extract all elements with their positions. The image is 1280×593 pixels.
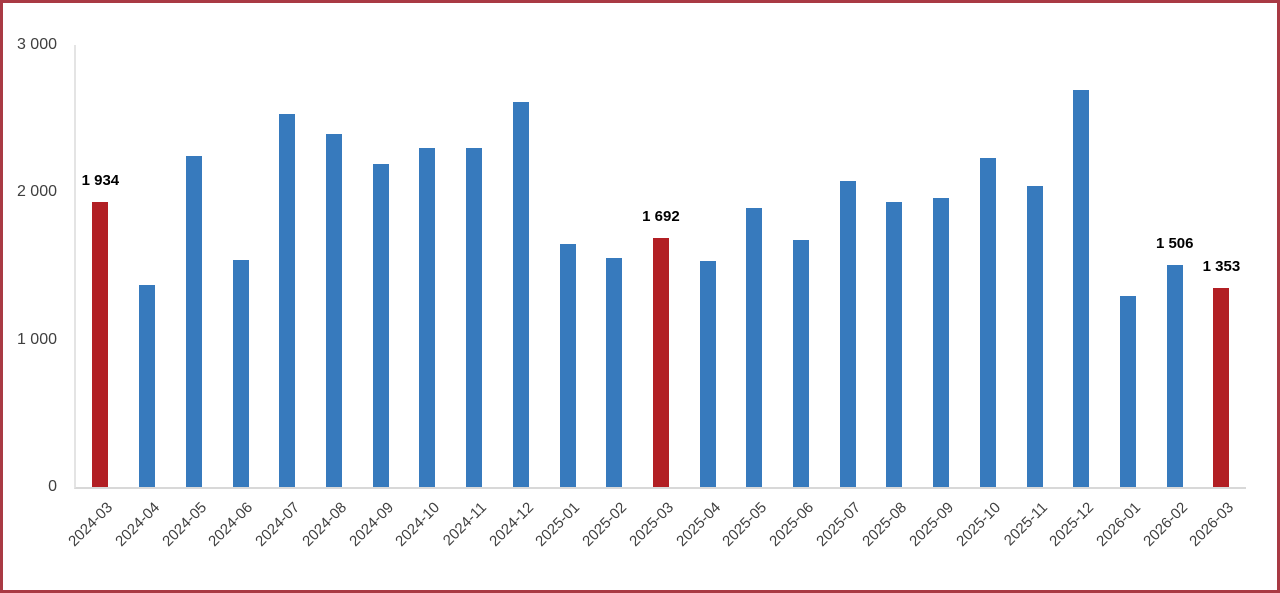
bar-2026-02 xyxy=(1166,265,1183,487)
bar-2024-04 xyxy=(139,285,156,487)
x-axis-tick-2025-09: 2025-09 xyxy=(906,499,958,550)
x-axis-tick-2025-01: 2025-01 xyxy=(532,499,584,550)
x-axis-tick-2024-09: 2024-09 xyxy=(345,499,397,550)
bar-2025-10 xyxy=(979,158,996,487)
x-axis-tick-2025-06: 2025-06 xyxy=(766,499,818,550)
bar-2025-11 xyxy=(1026,185,1043,487)
bar-2025-12 xyxy=(1073,89,1090,487)
x-axis-tick-2024-06: 2024-06 xyxy=(205,499,257,550)
bar-2024-09 xyxy=(372,164,389,487)
bar-2024-08 xyxy=(325,134,342,487)
x-axis-tick-2025-03: 2025-03 xyxy=(625,499,677,550)
bar-2025-01 xyxy=(559,243,576,487)
x-axis-tick-2025-10: 2025-10 xyxy=(952,499,1004,550)
x-axis-tick-2024-11: 2024-11 xyxy=(439,499,491,550)
bar-2025-04 xyxy=(699,260,716,487)
bar-2025-06 xyxy=(793,240,810,487)
y-axis-tick-3000: 3 000 xyxy=(16,36,57,53)
bar-2025-03 xyxy=(652,237,669,487)
x-axis-tick-2025-08: 2025-08 xyxy=(859,499,911,550)
bar-2025-08 xyxy=(886,201,903,487)
bar-value-label-2025-03: 1 692 xyxy=(642,207,680,225)
bar-2025-09 xyxy=(933,198,950,487)
x-axis-tick-2025-05: 2025-05 xyxy=(719,499,771,550)
bar-2024-06 xyxy=(232,260,249,487)
x-axis-tick-2025-02: 2025-02 xyxy=(579,499,631,550)
bar-2024-10 xyxy=(419,148,436,487)
bar-2024-11 xyxy=(466,148,483,487)
x-axis-tick-2025-04: 2025-04 xyxy=(672,499,724,550)
x-axis-tick-2024-10: 2024-10 xyxy=(392,499,444,550)
x-axis-tick-2024-05: 2024-05 xyxy=(158,499,210,550)
bar-2025-02 xyxy=(606,257,623,487)
x-axis-tick-2026-02: 2026-02 xyxy=(1139,499,1191,550)
bar-2026-03 xyxy=(1213,287,1230,487)
bar-2024-12 xyxy=(512,101,529,487)
x-axis-tick-2025-07: 2025-07 xyxy=(812,499,864,550)
y-axis-tick-0: 0 xyxy=(48,478,57,495)
x-axis-tick-2025-11: 2025-11 xyxy=(1000,499,1051,550)
bar-value-label-2024-03: 1 934 xyxy=(81,172,120,190)
bar-2024-07 xyxy=(279,114,296,487)
bar-2026-01 xyxy=(1120,296,1137,487)
bar-2024-03 xyxy=(92,202,109,487)
bar-2024-05 xyxy=(185,156,202,487)
y-axis-tick-1000: 1 000 xyxy=(16,330,57,348)
bar-2025-07 xyxy=(839,181,856,487)
x-axis-tick-2026-01: 2026-01 xyxy=(1093,499,1145,550)
bar-value-label-2026-03: 1 353 xyxy=(1202,257,1241,275)
x-axis-tick-2025-12: 2025-12 xyxy=(1046,499,1098,550)
x-axis-tick-2024-03: 2024-03 xyxy=(65,499,117,550)
x-axis-tick-2024-12: 2024-12 xyxy=(485,499,537,550)
x-axis-tick-2026-03: 2026-03 xyxy=(1186,499,1238,550)
plot-area: 1 934 1 692 1 506 1 353 xyxy=(74,45,1246,489)
x-axis-tick-2024-04: 2024-04 xyxy=(112,499,164,550)
bar-2025-05 xyxy=(746,207,763,487)
x-axis-tick-2024-07: 2024-07 xyxy=(252,499,304,550)
y-axis-tick-2000: 2 000 xyxy=(16,183,57,201)
bar-value-label-2026-02: 1 506 xyxy=(1155,235,1194,253)
x-axis-tick-2024-08: 2024-08 xyxy=(299,499,350,550)
